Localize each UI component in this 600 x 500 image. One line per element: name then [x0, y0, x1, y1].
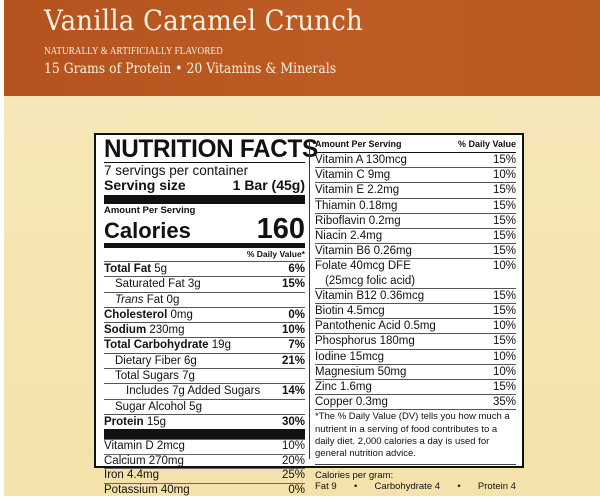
serving-size-row: Serving size 1 Bar (45g): [104, 178, 305, 193]
servings-per-container: 7 servings per container: [104, 163, 249, 178]
vitamin-row-phosphorus: Phosphorus 180mg 15%: [315, 334, 516, 350]
vitamin-row-calcium: Calcium 270mg 20%: [104, 453, 305, 467]
calories-per-gram-label: Calories per gram:: [315, 469, 394, 481]
nutrient-row-sugar-alcohol: Sugar Alcohol 5g: [104, 398, 305, 414]
product-banner: Vanilla Caramel Crunch NATURALLY & ARTIF…: [4, 0, 600, 96]
vitamin-row-potassium: Potassium 40mg 0%: [104, 483, 305, 497]
nutrient-row-saturated-fat: Saturated Fat 3g 15%: [104, 276, 305, 291]
serving-size-value: 1 Bar (45g): [232, 177, 305, 193]
protein-calories: Protein 4: [477, 481, 516, 493]
vitamin-row-zinc: Zinc 1.6mg 15%: [315, 380, 516, 396]
vitamin-row-vitamin-e: Vitamin E 2.2mg 15%: [315, 183, 516, 199]
nutrient-row-protein: Protein 15g 30%: [104, 413, 305, 428]
calories-row: Calories 160: [104, 213, 305, 245]
nutrition-left-column: NUTRITION FACTS 7 servings per container…: [104, 135, 318, 498]
vitamin-row-vitamin-b12: Vitamin B12 0.36mcg 15%: [315, 289, 516, 305]
nutrient-row-sodium: Sodium 230mg 10%: [104, 322, 305, 337]
calories-value: 160: [256, 213, 305, 245]
nutrient-row-added-sugars: Includes 7g Added Sugars 14%: [104, 383, 305, 398]
daily-value-header: % Daily Value*: [246, 249, 305, 259]
right-column-header: Amount Per Serving % Daily Value: [315, 139, 516, 153]
vitamin-row-iron: Iron 4.4mg 25%: [104, 468, 305, 482]
nutrient-row-total-carbohydrate: Total Carbohydrate 19g 7%: [104, 337, 305, 352]
nutrition-right-column: Amount Per Serving % Daily Value Vitamin…: [315, 139, 516, 493]
nutrition-facts-title: NUTRITION FACTS: [104, 135, 318, 163]
vitamin-row-vitamin-a: Vitamin A 130mcg 15%: [315, 153, 516, 169]
bullet-separator: •: [457, 481, 461, 493]
vitamin-row-copper: Copper 0.3mg 35%: [315, 395, 516, 411]
calories-per-gram-row: Fat 9 • Carbohydrate 4 • Protein 4: [315, 481, 516, 493]
vitamin-row-vitamin-c: Vitamin C 9mg 10%: [315, 168, 516, 184]
thick-divider: [104, 195, 305, 204]
vitamin-row-vitamin-d: Vitamin D 2mcg 10%: [104, 439, 305, 453]
vitamin-row-vitamin-b6: Vitamin B6 0.26mg 15%: [315, 244, 516, 260]
vitamin-row-niacin: Niacin 2.4mg 15%: [315, 229, 516, 245]
vitamin-row-thiamin: Thiamin 0.18mg 15%: [315, 199, 516, 214]
vitamin-row-pantothenic-acid: Pantothenic Acid 0.5mg 10%: [315, 319, 516, 335]
nutrient-row-dietary-fiber: Dietary Fiber 6g 21%: [104, 352, 305, 368]
vitamin-row-iodine: Iodine 15mcg 10%: [315, 350, 516, 365]
bullet-separator: •: [353, 481, 358, 493]
carbohydrate-calories: Carbohydrate 4: [374, 481, 441, 493]
serving-size-label: Serving size: [104, 177, 186, 193]
vitamin-row-riboflavin: Riboflavin 0.2mg 15%: [315, 214, 516, 230]
nutrient-row-total-fat: Total Fat 5g 6%: [104, 261, 305, 275]
calories-label: Calories: [104, 218, 191, 243]
nutrient-row-cholesterol: Cholesterol 0mg 0%: [104, 306, 305, 321]
daily-value-footnote: *The % Daily Value (DV) tells you how mu…: [315, 411, 516, 465]
amount-per-serving-label: Amount Per Serving: [104, 205, 196, 216]
vitamin-row-folate: Folate 40mcg DFE 10%: [315, 260, 516, 273]
product-tagline: 15 Grams of Protein • 20 Vitamins & Mine…: [44, 61, 337, 77]
vitamin-row-biotin: Biotin 4.5mcg 15%: [315, 304, 516, 320]
vitamin-row-magnesium: Magnesium 50mg 10%: [315, 365, 516, 381]
column-divider: [309, 141, 310, 459]
nutrient-row-total-sugars: Total Sugars 7g: [104, 368, 305, 383]
medium-divider: [104, 243, 305, 248]
product-title: Vanilla Caramel Crunch: [44, 4, 363, 37]
thick-divider: [104, 429, 305, 440]
flavor-note: NATURALLY & ARTIFICIALLY FLAVORED: [44, 45, 223, 57]
fat-calories: Fat 9: [315, 481, 337, 493]
nutrition-facts-panel: NUTRITION FACTS 7 servings per container…: [94, 133, 524, 496]
nutrient-row-trans-fat: Trans Fat 0g: [104, 291, 305, 307]
vitamin-row-folic-acid: (25mcg folic acid): [315, 274, 516, 289]
